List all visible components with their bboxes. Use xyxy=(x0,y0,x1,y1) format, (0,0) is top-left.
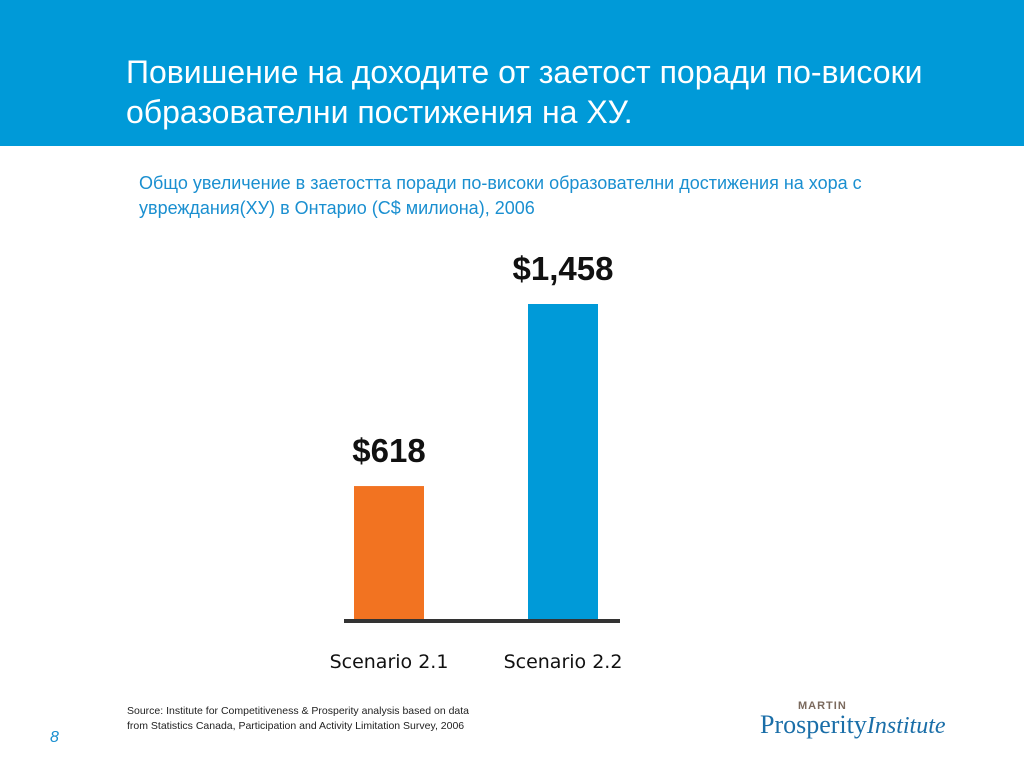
data-label-1: $618 xyxy=(352,432,425,469)
logo-institute-text: Institute xyxy=(866,713,946,739)
bar-chart: $618 Scenario 2.1 $1,458 Scenario 2.2 xyxy=(330,250,623,673)
logo-prosperity-text: Prosperity xyxy=(760,710,867,739)
bar-2 xyxy=(528,304,598,620)
chart-title: Общо увеличение в заетостта поради по-ви… xyxy=(139,173,862,218)
source-note: Source: Institute for Competitiveness & … xyxy=(127,705,470,732)
category-label-2: Scenario 2.2 xyxy=(504,651,623,673)
logo-martin-text: MARTIN xyxy=(798,700,847,712)
martin-prosperity-institute-logo: MARTIN ProsperityInstitute xyxy=(760,700,990,750)
logo-wordmark: ProsperityInstitute xyxy=(760,710,946,740)
header-band xyxy=(0,0,1024,146)
bar-1 xyxy=(354,486,424,620)
slide-title: Повишение на доходите от заетост поради … xyxy=(126,54,923,130)
data-label-2: $1,458 xyxy=(513,250,614,287)
page-number: 8 xyxy=(50,729,59,746)
category-label-1: Scenario 2.1 xyxy=(330,651,449,673)
